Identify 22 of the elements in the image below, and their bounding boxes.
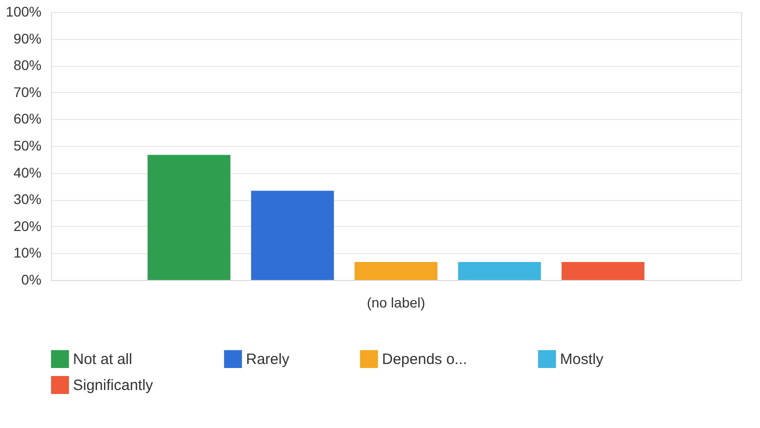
legend-label: Rarely (246, 351, 290, 368)
legend-label: Significantly (73, 377, 154, 394)
y-tick-label: 70% (13, 84, 42, 100)
y-tick-label: 10% (13, 244, 42, 261)
y-tick-label: 80% (13, 57, 42, 74)
y-tick-label: 100% (6, 4, 42, 20)
y-tick-label: 60% (13, 110, 42, 127)
bar (251, 190, 334, 280)
y-tick-label: 50% (13, 138, 42, 154)
legend-label: Depends o... (382, 351, 468, 368)
x-tick-label: (no label) (366, 294, 426, 310)
y-tick-label: 0% (21, 272, 42, 288)
y-tick-label: 30% (13, 191, 42, 208)
legend-label: Mostly (560, 351, 604, 368)
legend-label: Not at all (73, 351, 132, 368)
bar (458, 262, 541, 280)
y-tick-label: 90% (13, 30, 42, 46)
bar (354, 262, 438, 280)
bar (148, 154, 230, 280)
y-tick-label: 40% (13, 164, 42, 180)
bar (562, 262, 644, 280)
y-tick-label: 20% (13, 218, 42, 234)
